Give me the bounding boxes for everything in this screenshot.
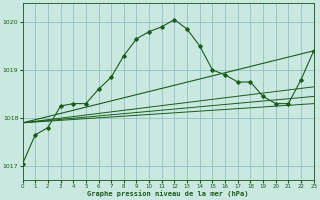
X-axis label: Graphe pression niveau de la mer (hPa): Graphe pression niveau de la mer (hPa) [87, 190, 249, 197]
